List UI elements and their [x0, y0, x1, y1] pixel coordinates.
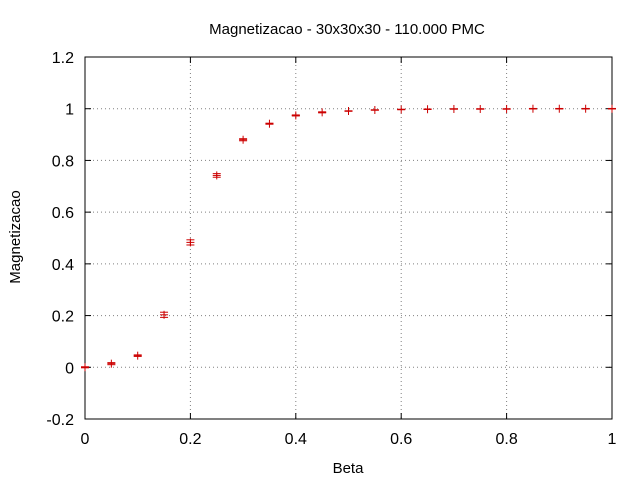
y-tick-label: -0.2 [46, 412, 74, 429]
plot-frame [84, 56, 613, 420]
x-tick-label: 1 [608, 431, 617, 448]
x-tick-label: 0 [81, 431, 90, 448]
x-tick-label: 0.8 [495, 431, 517, 448]
data-point [370, 106, 379, 115]
y-tick-label: 0.8 [52, 153, 74, 170]
data-point [81, 363, 89, 372]
y-axis-label: Magnetizacao [7, 190, 24, 283]
y-tick-label: 1.2 [52, 50, 74, 67]
data-point [160, 310, 169, 319]
y-tick-label: 1 [65, 102, 74, 119]
data-point [107, 359, 116, 368]
data-point [423, 105, 432, 114]
data-point [212, 171, 221, 180]
data-point [318, 108, 327, 117]
data-point [476, 104, 485, 113]
data-point [239, 135, 248, 144]
data-point [502, 104, 511, 113]
data-point [449, 104, 458, 113]
data-series [81, 104, 616, 372]
axis-ticks: -0.2 0 0.2 0.4 0.6 0.8 1 1.2 0 0.2 0.4 0.6 0.8 1 [46, 50, 616, 448]
y-tick-label: 0.2 [52, 309, 74, 326]
y-tick-label: 0.6 [52, 205, 74, 222]
data-point [186, 238, 195, 247]
data-point [608, 104, 616, 113]
data-point [581, 104, 590, 113]
chart-title: Magnetizacao - 30x30x30 - 110.000 PMC [209, 21, 485, 38]
y-tick-label: 0 [65, 360, 74, 377]
y-tick-label: 0.4 [52, 257, 74, 274]
data-point [344, 107, 353, 116]
data-point [133, 351, 142, 360]
x-tick-label: 0.2 [179, 431, 201, 448]
data-point [397, 105, 406, 114]
data-point [265, 119, 274, 128]
data-point [291, 111, 300, 120]
x-tick-label: 0.6 [390, 431, 412, 448]
x-axis-label: Beta [333, 460, 365, 477]
data-point [528, 104, 537, 113]
data-point [555, 104, 564, 113]
x-tick-label: 0.4 [285, 431, 307, 448]
